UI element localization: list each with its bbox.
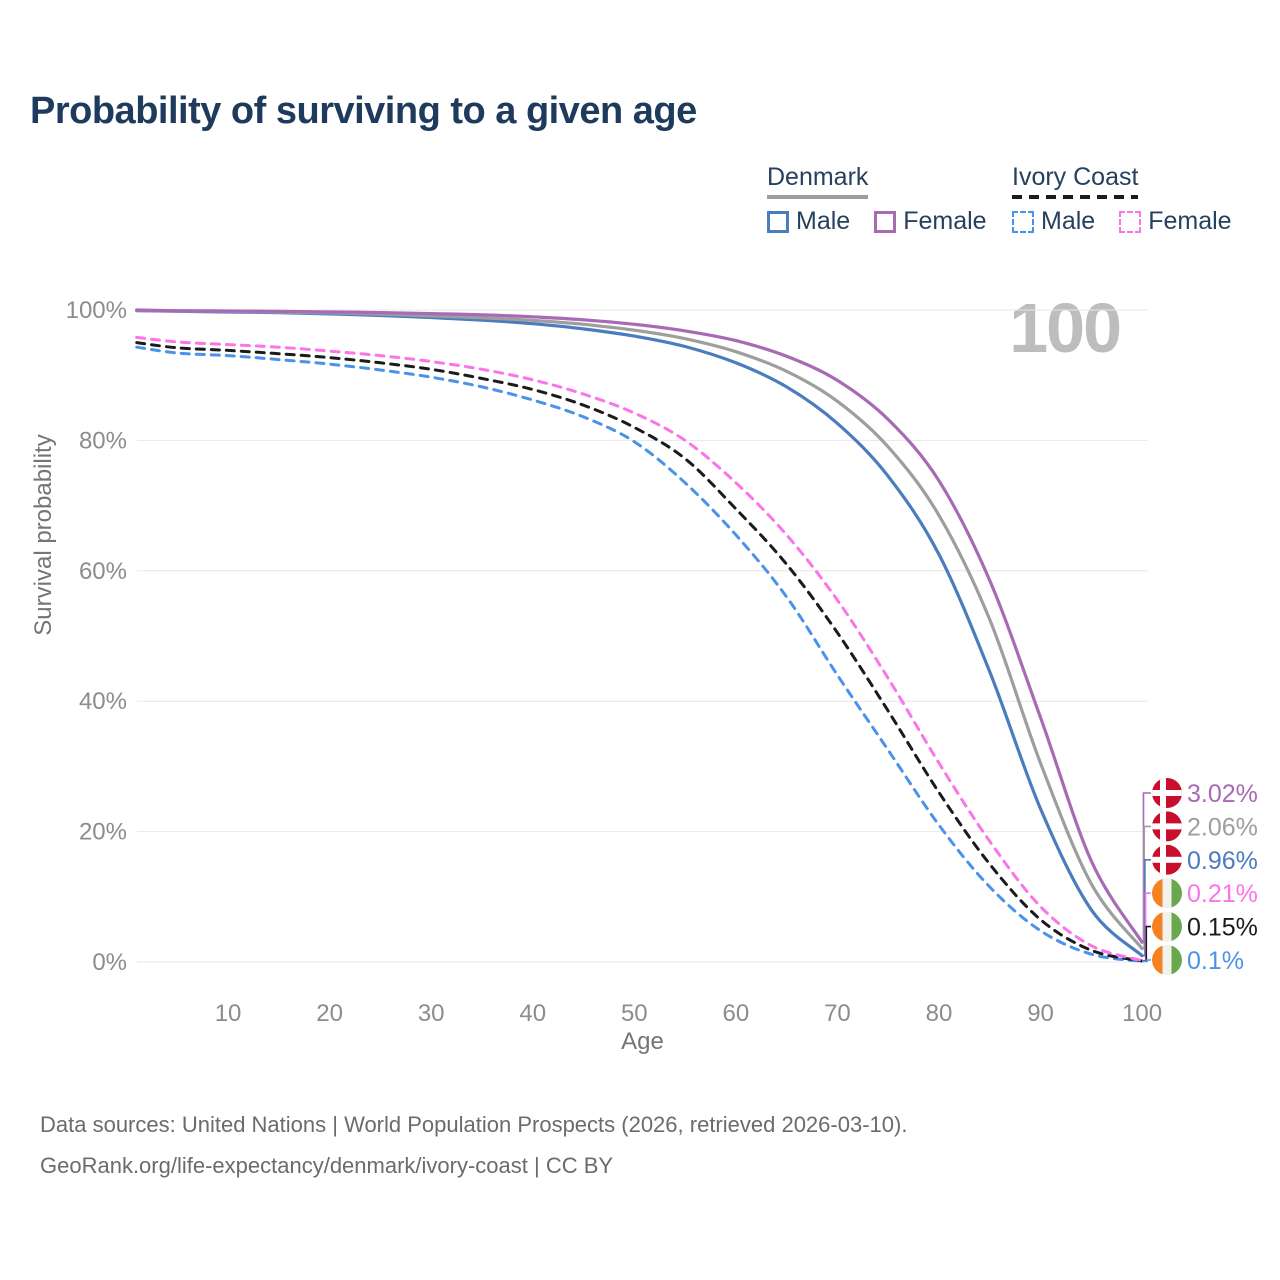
y-tick-20: 20% [79,819,127,846]
y-tick-40: 40% [79,688,127,715]
x-tick-30: 30 [418,1000,445,1027]
legend-label: Male [1041,207,1096,235]
series-line-ivory-coast-male[interactable] [135,345,1144,963]
denmark-female-swatch-icon [874,210,897,233]
x-axis-title: Age [621,1028,664,1055]
flag-ivory-coast-icon [1152,911,1182,942]
legend-title-ivory-coast: Ivory Coast [1012,163,1139,191]
end-label-ivory-coast-male: 0.1% [1187,947,1244,975]
legend-label: Female [903,207,987,235]
series-line-denmark-total[interactable] [135,308,1144,951]
series-line-denmark-female[interactable] [135,308,1144,944]
end-label-denmark-female: 3.02% [1187,780,1258,808]
y-tick-60: 60% [79,558,127,585]
legend-group-ivory-coast: Ivory Coast Male Female [1012,163,1232,236]
x-tick-70: 70 [824,1000,851,1027]
series-line-ivory-coast-female[interactable] [135,335,1144,963]
legend-group-denmark: Denmark Male Female [767,163,987,236]
x-tick-50: 50 [621,1000,648,1027]
flag-denmark-icon [1152,778,1182,808]
legend-title-denmark: Denmark [767,163,869,191]
x-tick-10: 10 [215,1000,242,1027]
x-tick-80: 80 [926,1000,953,1027]
legend-item-denmark-female[interactable]: Female [874,207,987,236]
y-axis-title: Survival probability [30,434,57,636]
x-tick-40: 40 [519,1000,546,1027]
x-tick-100: 100 [1122,1000,1162,1027]
legend-item-ivory-coast-female[interactable]: Female [1119,207,1232,236]
x-tick-60: 60 [723,1000,750,1027]
legend-label: Female [1148,207,1232,235]
y-tick-0: 0% [92,949,127,976]
footer: Data sources: United Nations | World Pop… [40,1104,907,1186]
y-tick-80: 80% [79,427,127,454]
leader-line-ivory-coast-male [1142,959,1151,963]
footer-attribution: GeoRank.org/life-expectancy/denmark/ivor… [40,1153,614,1178]
flag-denmark-icon [1152,811,1182,842]
y-tick-100: 100% [66,297,127,324]
flag-ivory-coast-icon [1152,945,1182,975]
series-line-ivory-coast-total[interactable] [135,341,1144,963]
page-title: Probability of surviving to a given age [30,90,697,132]
denmark-male-swatch-icon [767,210,789,233]
end-label-denmark-male: 0.96% [1187,847,1258,875]
legend-label: Male [796,207,851,235]
flag-ivory-coast-icon [1152,878,1182,909]
end-label-denmark-total: 2.06% [1187,813,1258,841]
denmark-line-sample [767,195,869,199]
legend-item-denmark-male[interactable]: Male [767,207,850,236]
ivory-coast-male-swatch-icon [1012,210,1034,233]
x-tick-20: 20 [316,1000,343,1027]
ivory-coast-female-swatch-icon [1119,210,1142,233]
hover-age-watermark: 100 [1009,289,1122,367]
leader-line-denmark-female [1142,792,1151,944]
legend-item-ivory-coast-male[interactable]: Male [1012,207,1095,236]
ivory-coast-line-sample [1012,195,1139,199]
end-label-ivory-coast-total: 0.15% [1187,914,1258,942]
series-line-denmark-male[interactable] [135,309,1144,958]
flag-denmark-icon [1152,844,1182,875]
x-tick-90: 90 [1027,1000,1054,1027]
footer-data-sources: Data sources: United Nations | World Pop… [40,1112,908,1137]
end-label-ivory-coast-female: 0.21% [1187,880,1258,908]
